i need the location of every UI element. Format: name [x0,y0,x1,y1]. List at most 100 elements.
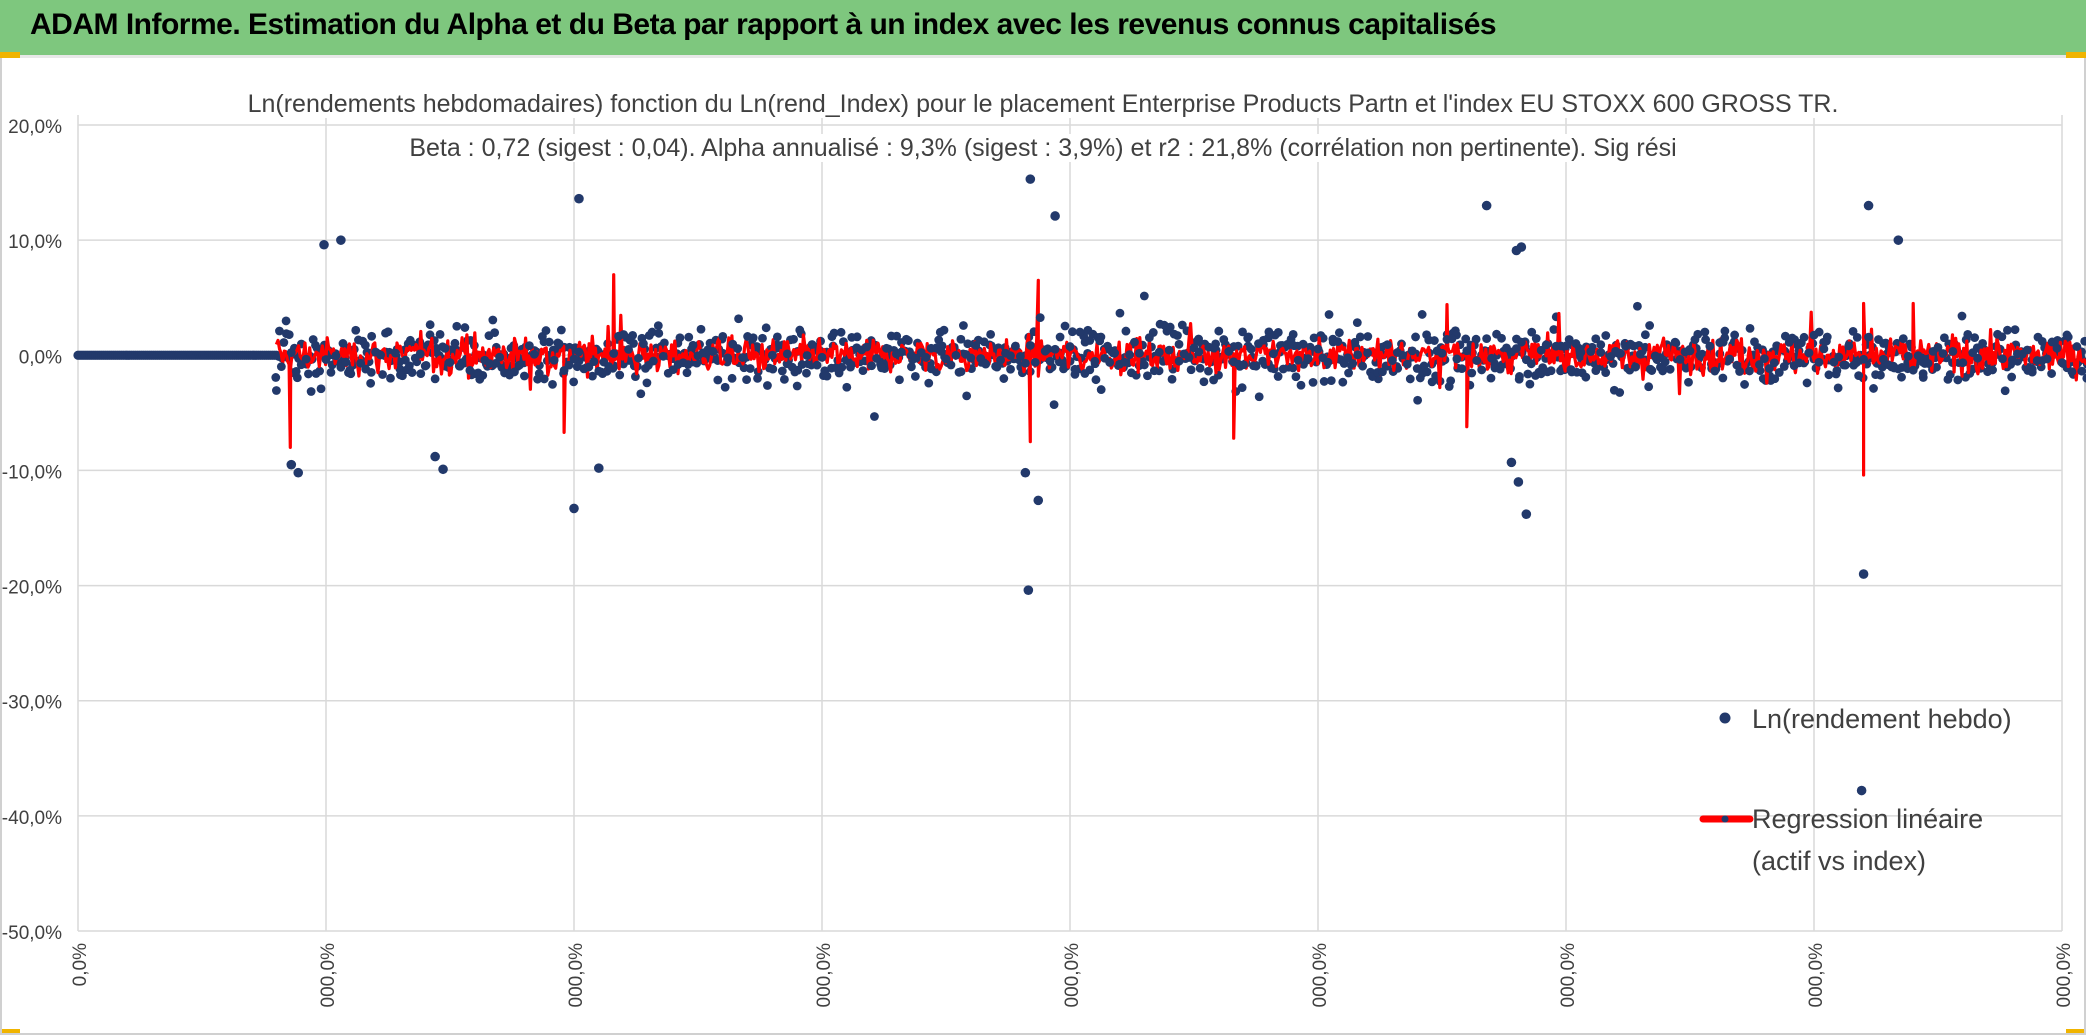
scatter-point [792,381,802,391]
scatter-point [1057,355,1067,365]
corner-marker [2066,52,2086,58]
scatter-point [346,369,356,379]
scatter-point [1238,327,1247,337]
scatter-point [1497,333,1506,343]
scatter-point [761,323,771,333]
scatter-point-outlier [569,503,579,514]
scatter-point [1422,367,1432,377]
scatter-point [1348,359,1358,368]
scatter-point [1859,354,1868,364]
scatter-point [1472,356,1482,365]
scatter-point [1897,372,1906,382]
scatter-point [996,355,1005,365]
scatter-point [1658,364,1668,374]
scatter-point [485,359,495,369]
scatter-point [594,366,604,376]
scatter-point [1353,350,1363,360]
scatter-point [1246,344,1256,354]
scatter-point [1429,336,1439,345]
scatter-point [842,382,852,392]
scatter-point [1378,367,1387,377]
scatter-point [1309,333,1319,343]
legend-label-scatter: Ln(rendement hebdo) [1752,704,2012,734]
scatter-point [939,325,949,335]
scatter-point [1512,344,1521,353]
scatter-point [2008,355,2017,365]
scatter-point [407,368,417,377]
scatter-point [312,343,322,353]
scatter-point [1195,363,1205,373]
scatter-point [684,332,694,342]
scatter-point [2010,325,2020,335]
scatter-point [1690,335,1700,345]
scatter-point [628,331,638,340]
scatter-point [1154,347,1164,357]
scatter-point [1957,311,1967,321]
scatter-point [1139,291,1149,301]
scatter-point [452,321,462,331]
scatter-point-outlier [594,463,604,473]
scatter-point [1115,308,1125,318]
scatter-point [779,374,789,384]
scatter-point [1194,347,1204,357]
scatter-point [1293,355,1303,365]
scatter-point [1121,326,1131,336]
scatter-point [1700,327,1710,337]
scatter-point [659,338,669,348]
scatter-point [901,334,911,344]
scatter-point [1298,339,1308,349]
scatter-point [1199,377,1209,387]
scatter-point [276,362,286,372]
scatter-point [2077,366,2086,376]
scatter-point [924,378,934,388]
scatter-point [1244,332,1253,342]
scatter-point [470,369,480,379]
scatter-point [1822,332,1832,342]
scatter-point [2027,364,2037,374]
scatter-point [1640,330,1650,340]
scatter-point [1725,354,1735,364]
scatter-point [696,324,706,334]
scatter-point [2003,325,2012,335]
scatter-point [2000,386,2010,396]
scatter-point [777,366,787,376]
scatter-point [1333,337,1343,346]
scatter-point [445,358,455,367]
scatter-point [817,352,827,362]
scatter-point [1411,332,1420,342]
scatter-point [361,364,371,374]
scatter-point [1833,383,1843,393]
scatter-point [1750,337,1759,347]
scatter-point [753,373,762,383]
scatter-point [1740,380,1749,389]
scatter-point [569,377,579,387]
scatter-point [629,339,638,348]
scatter-point [1938,349,1948,358]
scatter-point [1186,365,1196,375]
scatter-point [1903,351,1913,361]
scatter-point [1090,356,1100,366]
scatter-point [529,349,539,359]
scatter-point [495,352,504,362]
scatter-point [653,321,663,331]
scatter-point [321,355,331,364]
scatter-point [1096,385,1106,394]
scatter-point [1958,358,1968,368]
scatter-point [1760,354,1769,364]
scatter-point [2022,345,2032,355]
scatter-point [1943,374,1953,384]
scatter-point [1774,368,1784,377]
scatter-point [1640,342,1650,352]
scatter-point [1313,344,1323,354]
scatter-point [2042,354,2052,364]
scatter-point [745,364,755,373]
x-tick-label: 000,0% [814,943,835,1008]
scatter-point [870,412,879,421]
x-tick-label: 000,0% [1558,943,1579,1008]
scatter-point [1388,356,1397,365]
scatter-point [921,353,931,362]
scatter-point [281,329,291,339]
x-tick-label: 0,0% [70,943,91,986]
scatter-point [1645,364,1655,374]
